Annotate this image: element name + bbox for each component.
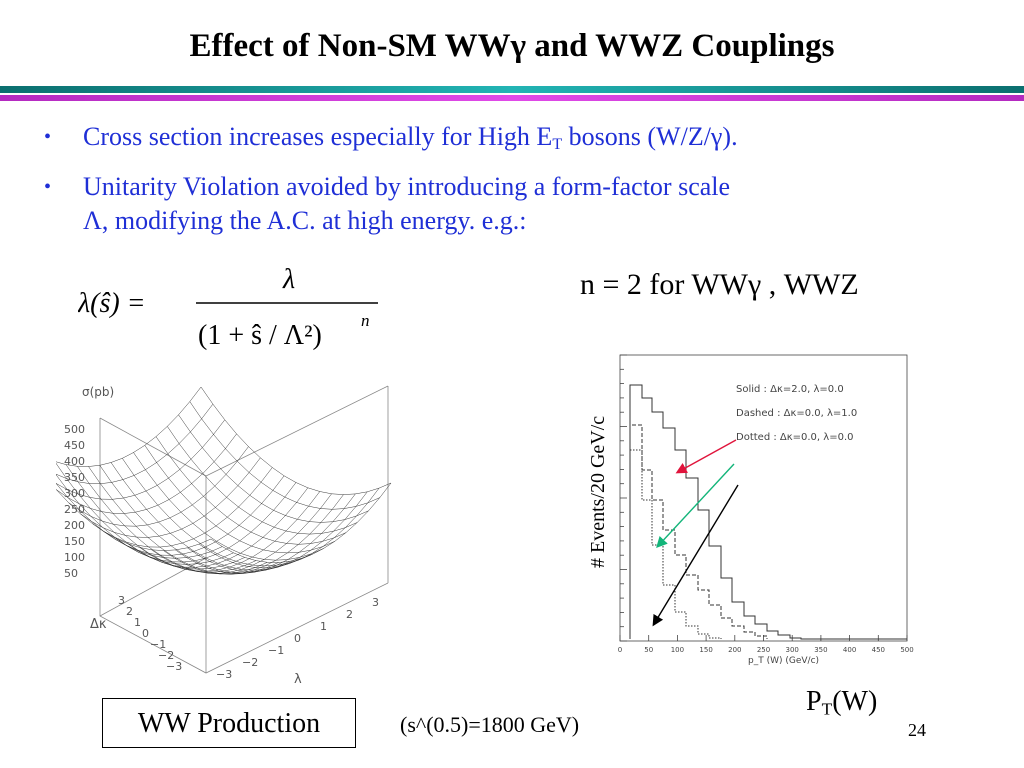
legend-dotted: Dotted : Δκ=0.0, λ=0.0 [736, 432, 853, 443]
dk-tick-label: −1 [150, 638, 166, 651]
dk-tick-label: −2 [158, 649, 174, 662]
mesh-line [155, 436, 347, 545]
formula-numerator: λ [282, 264, 295, 295]
bullet-text: Cross section increases especially for H… [83, 122, 738, 154]
formula-exponent: n [361, 311, 370, 330]
mesh-line [92, 467, 273, 548]
z-tick-label: 200 [64, 519, 85, 532]
z-tick-label: 400 [64, 455, 85, 468]
mesh-line [80, 457, 261, 538]
formula-denominator: (1 + ŝ / Λ²) [198, 320, 322, 351]
bullet-text: Unitarity Violation avoided by introduci… [83, 172, 731, 235]
lambda-tick-label: 1 [320, 620, 327, 633]
dotted-histogram [629, 449, 722, 639]
z-tick-label: 150 [64, 535, 85, 548]
x-tick-labels: 0 50 100 150 200 250 300 350 400 450 500 [618, 646, 914, 654]
form-factor-formula: λ(ŝ) = λ (1 + ŝ / Λ²) n [78, 264, 378, 351]
mesh-line [139, 491, 320, 572]
green-arrow [656, 463, 735, 549]
z-tick-label: 450 [64, 439, 85, 452]
solid-histogram [629, 384, 907, 640]
x-tick-label: 300 [786, 646, 799, 654]
magenta-divider [0, 95, 1024, 101]
x-tick-label: 500 [900, 646, 913, 654]
x-tick-label: 100 [671, 646, 684, 654]
x-tick-label: 150 [699, 646, 712, 654]
x-tick-label: 350 [814, 646, 827, 654]
mesh-line [99, 465, 290, 574]
dk-tick-label: 1 [134, 616, 141, 629]
mesh-line [175, 493, 356, 574]
x-tick-label: 0 [618, 646, 622, 654]
mesh-line [144, 445, 335, 554]
lambda-axis-label: λ [294, 672, 302, 683]
mesh-line [210, 482, 392, 563]
mesh-line [163, 494, 344, 575]
x-tick-label: 50 [644, 646, 653, 654]
pt-w-label: PT(W) [806, 686, 878, 719]
lambda-tick-label: −1 [268, 644, 284, 657]
z-tick-label: 350 [64, 471, 85, 484]
svg-text:# Events/20 GeV/c: # Events/20 GeV/c [587, 416, 609, 568]
dk-tick-label: 2 [126, 605, 133, 618]
mesh-line [127, 487, 309, 568]
x-tick-label: 400 [843, 646, 856, 654]
frame-lines [99, 385, 389, 674]
dk-tick-label: −3 [166, 660, 182, 673]
formula-lhs: λ(ŝ) = [78, 288, 146, 319]
lambda-tick-label: 3 [372, 596, 379, 609]
plot-frame [619, 354, 908, 642]
z-axis-title: σ(pb) [82, 385, 114, 399]
z-tick-label: 50 [64, 567, 78, 580]
legend: Solid : Δκ=2.0, λ=0.0 Dashed : Δκ=0.0, λ… [736, 384, 857, 443]
ww-production-box: WW Production [102, 698, 356, 748]
mesh-line [167, 426, 358, 535]
lambda-tick-label: −3 [216, 668, 232, 681]
x-tick-label: 250 [757, 646, 770, 654]
lambda-tick-label: −2 [242, 656, 258, 669]
mesh-line [178, 414, 369, 523]
mesh-line [187, 491, 368, 572]
dk-axis-label: Δκ [90, 617, 107, 632]
pt-distribution-histogram: 0 50 100 150 200 250 300 350 400 450 500 p_T (W) (… [618, 354, 914, 666]
slide-title: Effect of Non-SM WWγ and WWZ Couplings [189, 28, 835, 64]
surface-mesh [56, 386, 392, 575]
exponent-condition: n = 2 for WWγ , WWZ [580, 268, 859, 301]
mesh-line [189, 401, 380, 510]
bullet-dot: • [44, 176, 52, 198]
z-tick-label: 300 [64, 487, 85, 500]
lambda-ticks: −3 −2 −1 0 1 2 3 [216, 596, 379, 681]
histogram-y-axis-label: # Events/20 GeV/c [587, 416, 609, 568]
dashed-histogram [629, 424, 768, 639]
mesh-line [122, 458, 313, 567]
page-number: 24 [908, 720, 926, 740]
z-tick-label: 100 [64, 551, 85, 564]
legend-solid: Solid : Δκ=2.0, λ=0.0 [736, 384, 844, 395]
mesh-line [198, 487, 380, 568]
lambda-tick-label: 0 [294, 632, 301, 645]
black-arrow [652, 484, 739, 627]
teal-divider [0, 86, 1024, 93]
x-tick-label: 450 [872, 646, 885, 654]
legend-dashed: Dashed : Δκ=0.0, λ=1.0 [736, 408, 857, 419]
mesh-line [151, 493, 332, 574]
red-arrow [675, 439, 737, 474]
x-axis-label: p_T (W) (GeV/c) [748, 656, 819, 666]
dk-tick-label: 3 [118, 594, 125, 607]
z-tick-label: 500 [64, 423, 85, 436]
z-tick-label: 250 [64, 503, 85, 516]
dk-tick-label: 0 [142, 627, 149, 640]
energy-note: (s^(0.5)=1800 GeV) [400, 712, 580, 737]
mesh-line [200, 386, 392, 495]
axis-ticks [619, 354, 908, 642]
lambda-tick-label: 2 [346, 608, 353, 621]
bullet-dot: • [44, 126, 52, 148]
x-tick-label: 200 [728, 646, 741, 654]
z-ticks: 500 450 400 350 300 250 200 150 100 50 [64, 423, 85, 580]
mesh-line [133, 452, 324, 561]
